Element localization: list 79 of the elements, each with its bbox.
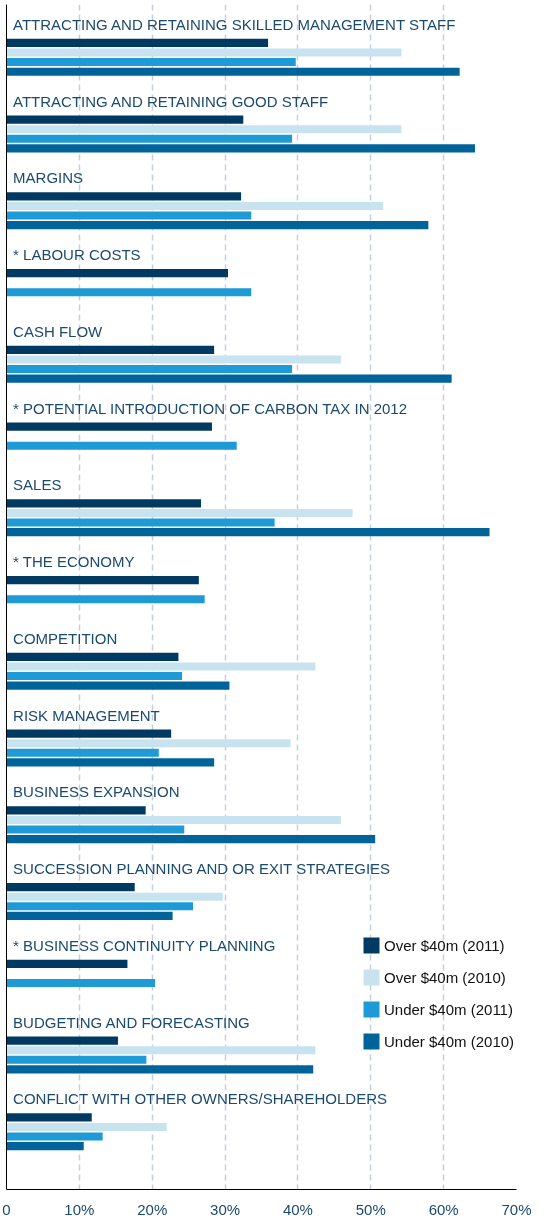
y-tick-label: CONFLICT WITH OTHER OWNERS/SHAREHOLDERS [13,1090,387,1108]
bar [6,892,223,901]
bar [6,1113,92,1122]
bar [6,825,185,834]
y-tick-label: RISK MANAGEMENT [13,706,160,724]
x-tick-label: 40% [282,1200,313,1218]
bar [6,134,293,143]
bar [6,365,293,374]
bar [6,1036,118,1045]
bar [6,652,179,661]
bar [6,595,205,604]
x-tick-label: 70% [501,1200,532,1218]
bar [6,1132,103,1141]
x-tick-label: 10% [64,1200,95,1218]
legend-label: Under $40m (2010) [384,1032,515,1050]
x-tick-label: 60% [428,1200,459,1218]
x-tick-label: 30% [210,1200,241,1218]
bar [6,748,159,757]
bar [6,221,429,230]
y-tick-label: COMPETITION [13,629,118,647]
bar [6,144,475,153]
y-tick-label: SALES [13,476,62,494]
bar [6,499,202,508]
bar [6,518,275,527]
y-tick-label: ATTRACTING AND RETAINING GOOD STAFF [13,92,329,110]
y-tick-label: * THE ECONOMY [13,553,135,571]
y-tick-label: SUCCESSION PLANNING AND OR EXIT STRATEGIES [13,860,391,878]
bar [6,528,490,537]
y-tick-label: BUSINESS EXPANSION [13,783,180,801]
bar [6,508,353,517]
y-tick-label: MARGINS [13,169,84,187]
bar [6,1046,316,1055]
bar [6,758,215,767]
bar [6,739,291,748]
bar [6,345,215,354]
bar [6,115,244,124]
bar [6,38,269,47]
bar [6,911,173,920]
bar [6,959,128,968]
bar [6,211,252,220]
bar [6,288,252,297]
bar [6,806,146,815]
legend-label: Over $40m (2010) [384,968,506,986]
bar [6,125,402,134]
legend-label: Under $40m (2011) [384,1000,513,1018]
bar [6,815,341,824]
y-tick-label: * LABOUR COSTS [13,246,141,264]
bar [6,672,183,681]
bar [6,67,460,76]
bar [6,269,228,278]
bar [6,662,316,671]
legend-label: Over $40m (2011) [384,936,505,954]
x-tick-label: 50% [355,1200,386,1218]
bar [6,192,242,201]
bar [6,374,452,383]
x-tick-label: 0 [2,1200,11,1218]
bar [6,1122,167,1131]
y-tick-label: CASH FLOW [13,322,104,340]
bar [6,1142,84,1151]
bar [6,1055,147,1064]
bar [6,883,135,892]
x-tick-label: 20% [137,1200,168,1218]
bar [6,48,402,57]
bar [6,355,341,364]
bar [6,729,172,738]
y-tick-label: BUDGETING AND FORECASTING [13,1013,250,1031]
bar [6,902,194,911]
bar [6,576,199,585]
y-tick-label: ATTRACTING AND RETAINING SKILLED MANAGEMENT STAFF [13,15,456,33]
bar [6,681,230,690]
y-tick-label: * POTENTIAL INTRODUCTION OF CARBON TAX IN 2012 [13,399,408,417]
bar [6,835,376,844]
bar [6,58,296,67]
bar [6,422,212,431]
bar [6,441,237,450]
bar [6,201,384,210]
bar [6,1065,314,1074]
y-tick-label: * BUSINESS CONTINUITY PLANNING [13,936,276,954]
bar [6,979,156,988]
